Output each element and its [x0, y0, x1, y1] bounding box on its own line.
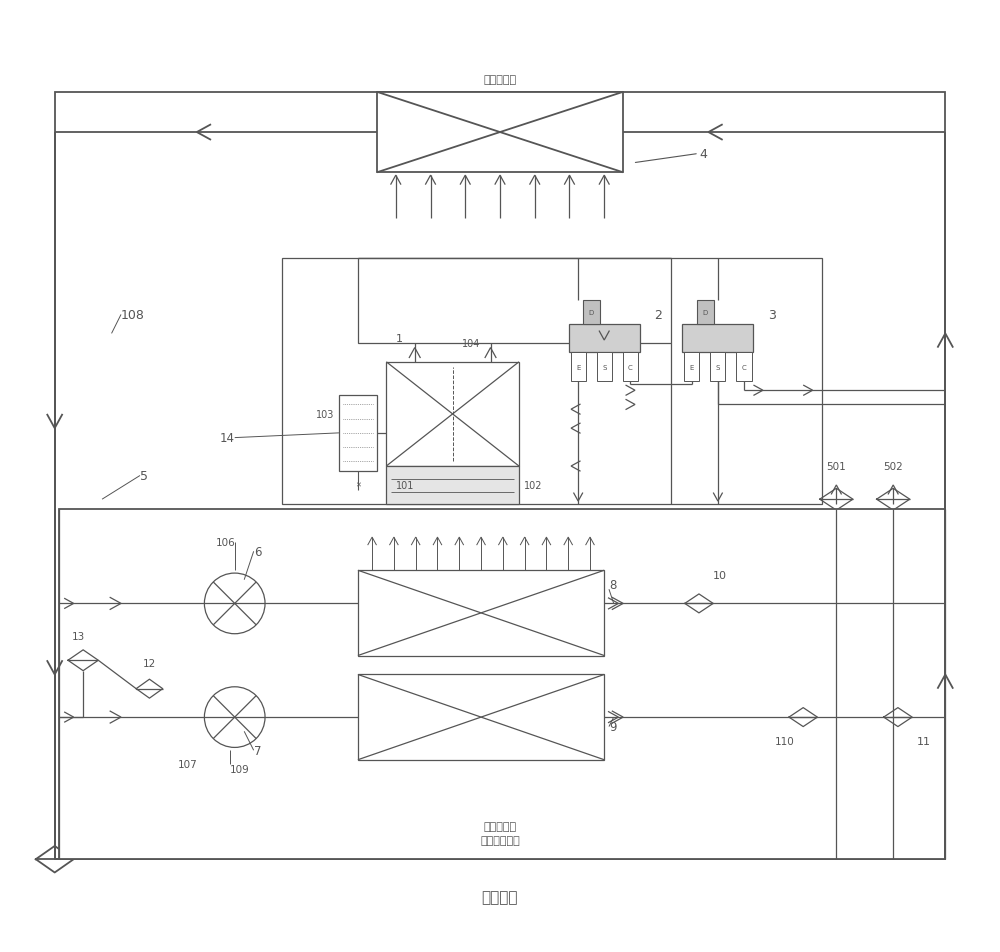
Bar [358, 570, 604, 656]
Text: 1: 1 [396, 333, 403, 344]
Bar [358, 258, 671, 344]
Bar [386, 466, 519, 505]
Text: ✕: ✕ [355, 483, 361, 488]
Text: 室内换热器: 室内换热器 [483, 821, 517, 831]
Bar [569, 325, 640, 353]
Bar [377, 92, 623, 173]
Bar [710, 353, 725, 382]
Bar [55, 92, 945, 860]
Text: 108: 108 [121, 308, 145, 322]
Text: 102: 102 [524, 481, 542, 490]
Bar [623, 353, 638, 382]
Bar [583, 301, 600, 325]
Text: 5: 5 [140, 469, 148, 483]
Text: 12: 12 [143, 658, 156, 668]
Text: 14: 14 [220, 431, 235, 445]
Text: E: E [690, 365, 694, 370]
Bar [59, 509, 945, 860]
Bar [386, 363, 519, 466]
Text: 7: 7 [254, 744, 261, 757]
Text: 4: 4 [699, 148, 707, 161]
Text: 109: 109 [230, 764, 250, 774]
Text: 8: 8 [609, 579, 616, 591]
Bar [597, 353, 612, 382]
Text: 3: 3 [768, 308, 776, 322]
Text: 2: 2 [654, 308, 662, 322]
Text: S: S [602, 365, 606, 370]
Text: 10: 10 [713, 570, 727, 581]
Text: 103: 103 [316, 409, 334, 420]
Text: 101: 101 [396, 481, 414, 490]
Text: 9: 9 [609, 721, 616, 733]
Bar [571, 353, 586, 382]
Bar [358, 675, 604, 760]
Text: 室外换热器: 室外换热器 [483, 75, 517, 85]
Text: 110: 110 [774, 736, 794, 746]
Text: D: D [589, 309, 594, 316]
Text: 104: 104 [462, 338, 480, 348]
Bar [736, 353, 752, 382]
Text: C: C [628, 365, 633, 370]
Text: 11: 11 [917, 736, 931, 746]
Bar [339, 395, 377, 471]
Bar [682, 325, 753, 353]
Text: D: D [702, 309, 708, 316]
Bar [684, 353, 699, 382]
Text: 107: 107 [178, 760, 198, 769]
Text: 内侧双温系统: 内侧双温系统 [480, 835, 520, 845]
Text: E: E [576, 365, 580, 370]
Text: 13: 13 [72, 631, 85, 642]
Text: 6: 6 [254, 545, 261, 558]
Text: C: C [742, 365, 746, 370]
Bar [697, 301, 714, 325]
Bar [282, 258, 822, 505]
Text: 501: 501 [826, 462, 846, 471]
Text: S: S [716, 365, 720, 370]
Text: 502: 502 [883, 462, 903, 471]
Text: 106: 106 [216, 537, 236, 547]
Text: 制冷模式: 制冷模式 [482, 890, 518, 904]
